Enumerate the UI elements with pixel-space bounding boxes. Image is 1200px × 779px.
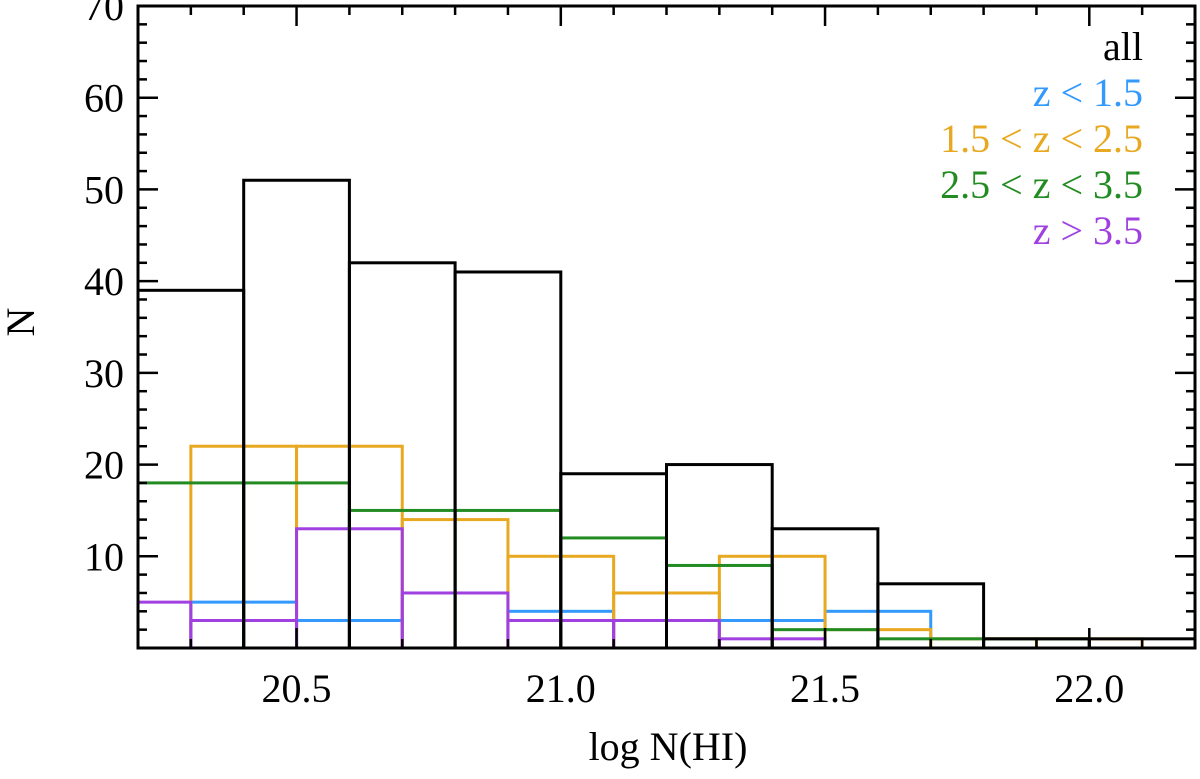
y-tick-label: 70 bbox=[84, 0, 124, 29]
y-tick-label: 20 bbox=[84, 443, 124, 488]
x-tick-label: 21.0 bbox=[526, 666, 596, 711]
legend-entry: z < 1.5 bbox=[1033, 70, 1143, 115]
x-axis-label: log N(HI) bbox=[589, 724, 748, 769]
legend-entry: 2.5 < z < 3.5 bbox=[940, 162, 1143, 207]
y-tick-label: 10 bbox=[84, 534, 124, 579]
x-tick-label: 21.5 bbox=[790, 666, 860, 711]
y-tick-label: 60 bbox=[84, 76, 124, 121]
x-tick-label: 20.5 bbox=[262, 666, 332, 711]
series-z-3-5 bbox=[136, 527, 827, 650]
x-tick-label: 22.0 bbox=[1054, 666, 1124, 711]
y-axis-label: N bbox=[0, 308, 43, 337]
legend-entry: z > 3.5 bbox=[1033, 208, 1143, 253]
y-tick-label: 50 bbox=[84, 167, 124, 212]
legend-entry: 1.5 < z < 2.5 bbox=[940, 116, 1143, 161]
axes-layer: 20.5 21.0 21.5 22.0 10 20 30 40 50 60 70 bbox=[84, 0, 1197, 711]
legend-entry: all bbox=[1103, 24, 1143, 69]
y-tick-label: 30 bbox=[84, 351, 124, 396]
histogram-bar bbox=[136, 600, 193, 650]
y-tick-label: 40 bbox=[84, 259, 124, 304]
